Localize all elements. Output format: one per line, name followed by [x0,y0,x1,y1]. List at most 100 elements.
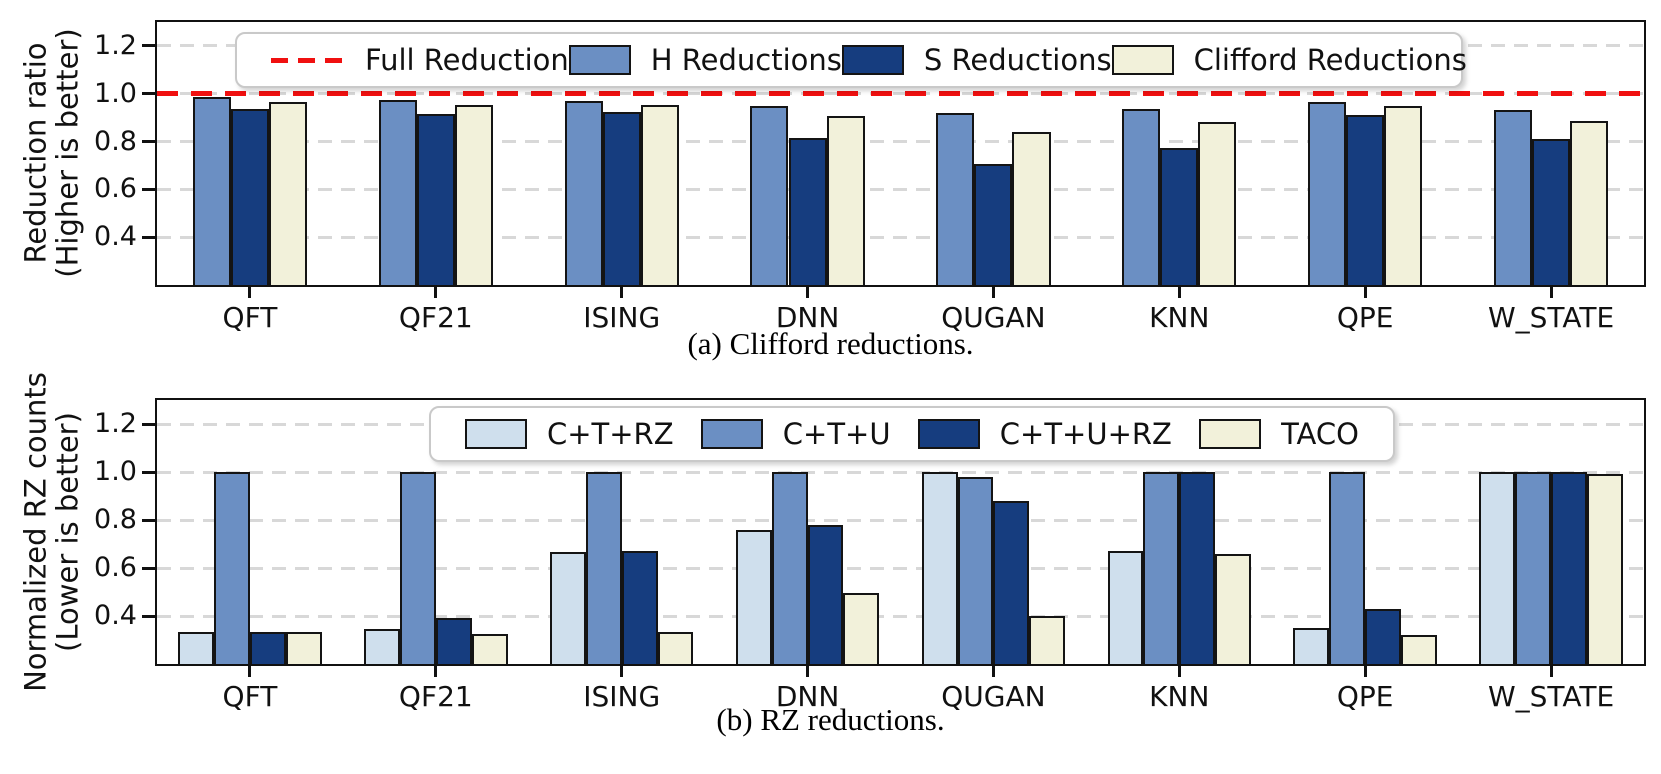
color-swatch-icon [568,45,631,75]
bar-DNN-C+T+U+RZ [807,524,844,664]
bar-W_STATE-S Reductions [1532,139,1571,285]
x-tick-mark [248,666,252,677]
caption-b: (b) RZ reductions. [716,702,945,737]
bar-KNN-H Reductions [1122,109,1161,285]
gridline-1.0 [157,470,1644,474]
x-tick-mark [1363,287,1367,298]
plot-area-rz-reductions: 0.4 0.6 0.8 1.0 1.2 QFT QF21 ISING DNN QUGAN KNN QP… [94,398,1646,713]
legend-item-Clifford Reductions: Clifford Reductions [1111,43,1467,77]
category-label-QPE: QPE [1336,680,1394,713]
bar-KNN-TACO [1215,553,1252,664]
x-tick-mark [620,287,624,298]
legend-label: H Reductions [650,43,842,77]
bar-QUGAN-TACO [1029,616,1066,664]
category-label-QF21: QF21 [398,680,473,713]
legend-item-C+T+U: C+T+U [700,417,891,451]
category-label-W_STATE: W_STATE [1487,680,1615,713]
bar-ISING-Clifford Reductions [640,104,679,285]
bar-QUGAN-Clifford Reductions [1012,131,1051,285]
bar-QF21-TACO [471,634,508,664]
category-label-KNN: KNN [1149,301,1210,334]
x-tick-mark [1549,666,1553,677]
legend-label: S Reductions [923,43,1112,77]
y-tick-mark [142,92,155,96]
x-tick-mark [620,666,624,677]
x-tick-mark [434,287,438,298]
category-label-ISING: ISING [583,301,661,334]
color-swatch-icon [1111,45,1174,75]
bar-QF21-H Reductions [378,99,417,285]
y-tick-label: 1.2 [94,29,137,61]
category-label-QUGAN: QUGAN [941,680,1046,713]
y-tick-mark [142,140,155,144]
y-tick-label: 0.8 [94,504,137,535]
gridline-0.6 [157,566,1644,570]
x-tick-mark [1177,666,1181,677]
legend-item-S Reductions: S Reductions [841,43,1112,77]
bar-QFT-C+T+RZ [178,631,215,664]
bar-W_STATE-H Reductions [1493,110,1532,285]
bar-W_STATE-C+T+U [1515,472,1552,664]
color-swatch-icon [700,419,763,449]
bar-KNN-C+T+U [1143,472,1180,664]
legend-label: Clifford Reductions [1193,43,1467,77]
category-label-QUGAN: QUGAN [941,301,1046,334]
y-tick-label: 0.6 [94,173,137,205]
gridline-0.4 [157,614,1644,618]
legend-label: Full Reduction [365,43,569,77]
bar-ISING-C+T+U [585,472,622,664]
x-tick-mark [806,666,810,677]
x-tick-mark [806,287,810,298]
x-tick-mark [434,666,438,677]
bar-KNN-S Reductions [1160,147,1199,285]
category-label-W_STATE: W_STATE [1487,301,1615,334]
gridline-0.6 [157,187,1644,191]
full-reduction-reference-line [157,91,1644,97]
bar-QFT-C+T+U+RZ [249,631,286,664]
bar-QFT-H Reductions [192,97,231,285]
legend: C+T+RZ C+T+U C+T+U+RZ TACO [429,406,1395,462]
bar-QF21-C+T+U [399,472,436,664]
category-label-ISING: ISING [583,680,661,713]
bar-QPE-C+T+U [1329,472,1366,664]
y-tick-mark [142,566,155,570]
legend-item-TACO: TACO [1199,417,1359,451]
category-label-QPE: QPE [1336,301,1394,334]
bar-QFT-TACO [285,631,322,664]
bar-QPE-C+T+U+RZ [1365,608,1402,664]
gridline-0.4 [157,235,1644,239]
bar-ISING-TACO [657,631,694,664]
plot-area-clifford-reductions: 0.4 0.6 0.8 1.0 1.2 QFT QF21 ISING DNN QUGAN KNN QP… [94,20,1646,334]
bar-KNN-C+T+U+RZ [1179,472,1216,664]
bar-ISING-C+T+RZ [549,552,586,664]
y-tick-label: 1.0 [94,456,137,487]
x-tick-mark [1363,666,1367,677]
bar-QPE-Clifford Reductions [1384,105,1423,285]
y-axis-label-b-line1: Normalized RZ counts [18,372,53,692]
y-tick-mark [142,187,155,191]
category-label-QFT: QFT [222,680,278,713]
legend-item-C+T+U+RZ: C+T+U+RZ [917,417,1172,451]
color-swatch-icon [465,419,527,449]
y-tick-label: 0.8 [94,125,137,157]
y-tick-mark [142,518,155,522]
category-label-DNN: DNN [775,301,840,334]
bar-QUGAN-C+T+U+RZ [993,500,1030,664]
y-tick-mark [142,422,155,426]
y-tick-mark [142,614,155,618]
bar-W_STATE-C+T+RZ [1479,472,1516,664]
bar-ISING-H Reductions [564,100,603,285]
bar-KNN-C+T+RZ [1107,551,1144,664]
x-tick-mark [991,666,995,677]
bar-KNN-Clifford Reductions [1198,122,1237,285]
bar-DNN-C+T+RZ [735,529,772,664]
bar-DNN-S Reductions [788,137,827,285]
bar-ISING-S Reductions [602,111,641,285]
caption-a: (a) Clifford reductions. [687,326,974,361]
y-tick-label: 1.0 [94,77,137,109]
category-label-DNN: DNN [775,680,840,713]
bar-W_STATE-Clifford Reductions [1570,121,1609,285]
bar-DNN-Clifford Reductions [826,116,865,285]
bar-DNN-H Reductions [750,105,789,285]
